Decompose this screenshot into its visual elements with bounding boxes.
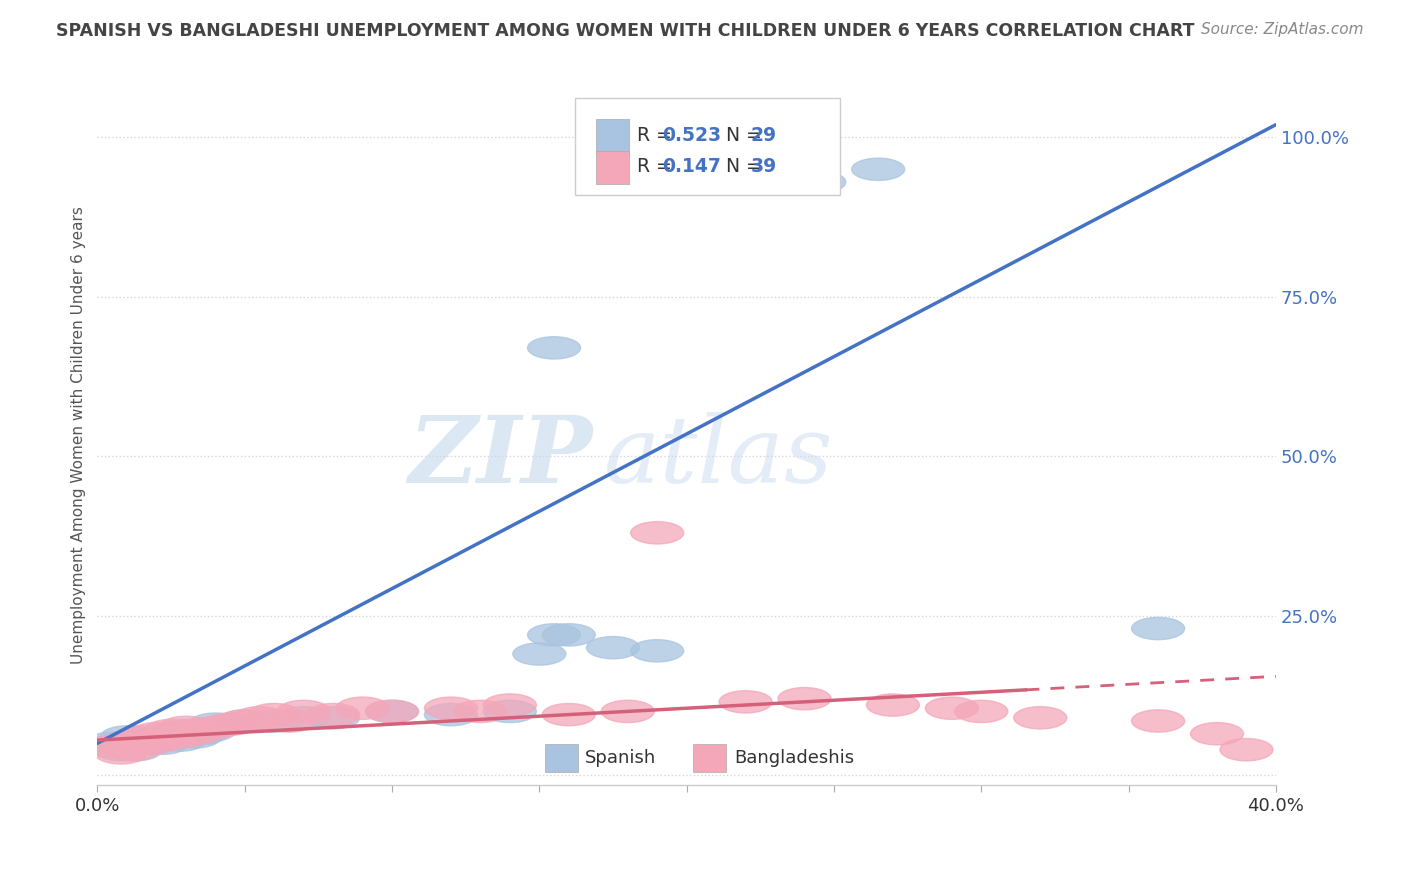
Ellipse shape — [86, 732, 139, 755]
Ellipse shape — [484, 694, 536, 716]
Y-axis label: Unemployment Among Women with Children Under 6 years: Unemployment Among Women with Children U… — [72, 207, 86, 665]
Ellipse shape — [174, 719, 226, 742]
FancyBboxPatch shape — [596, 151, 628, 184]
Text: 0.147: 0.147 — [662, 157, 721, 177]
Ellipse shape — [247, 704, 301, 726]
Ellipse shape — [183, 719, 236, 742]
Ellipse shape — [527, 624, 581, 646]
Ellipse shape — [366, 700, 419, 723]
Ellipse shape — [110, 739, 162, 761]
FancyBboxPatch shape — [575, 98, 839, 194]
Ellipse shape — [602, 700, 654, 723]
Ellipse shape — [115, 726, 169, 748]
Ellipse shape — [586, 637, 640, 659]
Ellipse shape — [218, 710, 271, 732]
Text: R =: R = — [637, 126, 678, 145]
Text: atlas: atlas — [605, 411, 834, 501]
Ellipse shape — [955, 700, 1008, 723]
Ellipse shape — [631, 522, 683, 544]
Ellipse shape — [218, 710, 271, 732]
Ellipse shape — [454, 700, 508, 723]
Ellipse shape — [277, 706, 330, 729]
Ellipse shape — [1132, 710, 1185, 732]
Text: 29: 29 — [751, 126, 776, 145]
Ellipse shape — [718, 690, 772, 713]
Ellipse shape — [543, 704, 595, 726]
FancyBboxPatch shape — [596, 120, 628, 153]
Ellipse shape — [366, 700, 419, 723]
Ellipse shape — [1220, 739, 1272, 761]
Ellipse shape — [336, 697, 389, 719]
Ellipse shape — [247, 710, 301, 732]
Ellipse shape — [263, 710, 315, 732]
Ellipse shape — [188, 713, 242, 735]
Ellipse shape — [307, 706, 360, 729]
Text: 0.523: 0.523 — [662, 126, 721, 145]
Ellipse shape — [174, 723, 226, 745]
Ellipse shape — [129, 723, 183, 745]
Ellipse shape — [425, 697, 478, 719]
Ellipse shape — [513, 643, 565, 665]
Ellipse shape — [100, 732, 153, 755]
Ellipse shape — [852, 158, 904, 180]
Ellipse shape — [925, 697, 979, 719]
Ellipse shape — [307, 704, 360, 726]
Ellipse shape — [94, 739, 148, 761]
Ellipse shape — [135, 732, 188, 755]
Ellipse shape — [159, 716, 212, 739]
Ellipse shape — [425, 704, 478, 726]
Ellipse shape — [793, 171, 846, 194]
Ellipse shape — [204, 713, 256, 735]
Ellipse shape — [1132, 617, 1185, 640]
FancyBboxPatch shape — [546, 744, 578, 772]
Text: 39: 39 — [751, 157, 776, 177]
Ellipse shape — [1014, 706, 1067, 729]
Ellipse shape — [1191, 723, 1243, 745]
Ellipse shape — [153, 726, 207, 748]
Ellipse shape — [866, 694, 920, 716]
Ellipse shape — [124, 732, 177, 755]
Ellipse shape — [233, 706, 285, 729]
Ellipse shape — [188, 716, 242, 739]
Ellipse shape — [527, 336, 581, 359]
Ellipse shape — [543, 624, 595, 646]
Text: R =: R = — [637, 157, 678, 177]
Text: Spanish: Spanish — [585, 749, 657, 767]
Text: N =: N = — [725, 126, 768, 145]
Ellipse shape — [631, 640, 683, 662]
Text: ZIP: ZIP — [408, 411, 592, 501]
Ellipse shape — [145, 723, 197, 745]
Ellipse shape — [778, 688, 831, 710]
FancyBboxPatch shape — [693, 744, 725, 772]
Ellipse shape — [135, 729, 188, 751]
Text: Source: ZipAtlas.com: Source: ZipAtlas.com — [1201, 22, 1364, 37]
Text: SPANISH VS BANGLADESHI UNEMPLOYMENT AMONG WOMEN WITH CHILDREN UNDER 6 YEARS CORR: SPANISH VS BANGLADESHI UNEMPLOYMENT AMON… — [56, 22, 1195, 40]
Ellipse shape — [169, 726, 221, 748]
Ellipse shape — [115, 729, 169, 751]
Ellipse shape — [169, 723, 221, 745]
Ellipse shape — [277, 700, 330, 723]
Ellipse shape — [129, 726, 183, 748]
Ellipse shape — [145, 719, 197, 742]
Text: N =: N = — [725, 157, 768, 177]
Ellipse shape — [153, 729, 207, 751]
Ellipse shape — [484, 700, 536, 723]
Ellipse shape — [107, 739, 159, 761]
Ellipse shape — [159, 719, 212, 742]
Text: Bangladeshis: Bangladeshis — [734, 749, 853, 767]
Ellipse shape — [100, 726, 153, 748]
Ellipse shape — [94, 742, 148, 764]
Ellipse shape — [86, 735, 139, 757]
Ellipse shape — [124, 732, 177, 755]
